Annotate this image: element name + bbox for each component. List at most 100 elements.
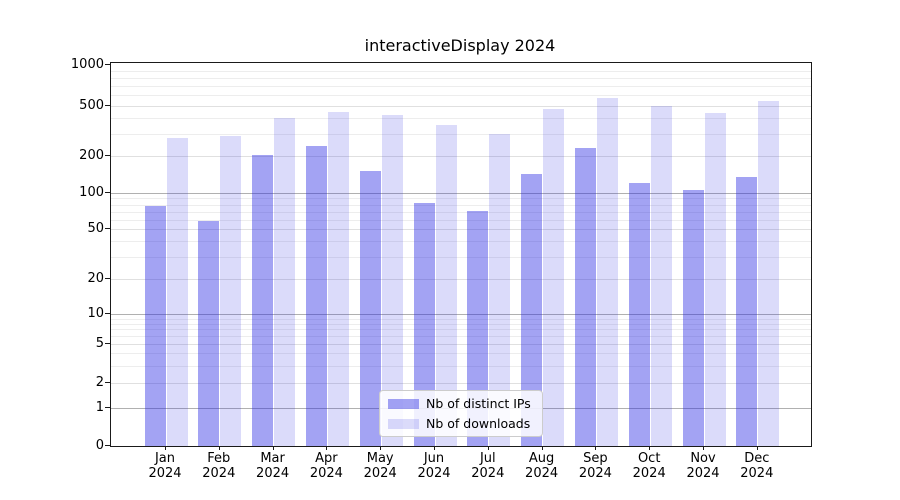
x-tick-label: Apr 2024 <box>309 451 343 481</box>
gridline-minor <box>111 241 811 243</box>
x-tick-label: Feb 2024 <box>202 451 236 481</box>
bar-distinct-ips-dec <box>736 176 758 446</box>
gridline <box>111 383 811 384</box>
gridline <box>111 344 811 345</box>
x-tick-label: May 2024 <box>363 451 397 481</box>
y-tick-mark <box>105 407 110 408</box>
y-tick-label: 20 <box>87 271 104 286</box>
x-tick-mark <box>595 446 597 450</box>
bar-downloads-mar <box>274 117 296 446</box>
gridline-minor <box>111 219 811 221</box>
y-tick-label: 2 <box>95 375 104 390</box>
gridline-minor <box>111 95 811 97</box>
x-tick-label: Nov 2024 <box>686 451 720 481</box>
gridline-minor <box>111 365 811 367</box>
bar-downloads-dec <box>758 101 780 446</box>
y-tick-mark <box>105 313 110 314</box>
x-tick-mark <box>487 446 489 450</box>
y-tick-label: 50 <box>87 221 104 236</box>
y-tick-mark <box>105 445 110 446</box>
x-tick-mark <box>380 446 382 450</box>
gridline-minor <box>111 78 811 80</box>
x-tick-mark <box>218 446 220 450</box>
y-tick-label: 200 <box>79 148 104 163</box>
bar-distinct-ips-oct <box>628 182 650 446</box>
gridline-minor <box>111 329 811 331</box>
gridline-minor <box>111 86 811 88</box>
gridline-minor <box>111 353 811 355</box>
bar-distinct-ips-sep <box>574 147 596 446</box>
y-tick-label: 100 <box>79 185 104 200</box>
legend: Nb of distinct IPs Nb of downloads <box>379 390 543 437</box>
bar-downloads-sep <box>596 97 618 446</box>
y-tick-mark <box>105 155 110 156</box>
y-tick-label: 0 <box>95 438 104 453</box>
gridline-minor <box>111 133 811 135</box>
gridline-minor <box>111 256 811 258</box>
bar-distinct-ips-aug <box>521 174 543 446</box>
bar-downloads-may <box>381 115 403 446</box>
y-tick-mark <box>105 278 110 279</box>
y-tick-mark <box>105 105 110 106</box>
legend-swatch-downloads <box>388 418 419 429</box>
legend-label-downloads: Nb of downloads <box>426 416 531 431</box>
x-tick-label: Jun 2024 <box>417 451 451 481</box>
x-tick-mark <box>326 446 328 450</box>
gridline-minor <box>111 318 811 320</box>
bar-distinct-ips-jan <box>144 205 166 446</box>
bar-distinct-ips-feb <box>198 221 220 446</box>
y-tick-mark <box>105 64 110 65</box>
bar-downloads-nov <box>704 112 726 446</box>
bar-downloads-feb <box>220 135 242 446</box>
legend-item-distinct-ips: Nb of distinct IPs <box>388 397 534 410</box>
y-tick-label: 1000 <box>70 57 104 72</box>
gridline-major <box>111 314 811 315</box>
gridline-minor <box>111 336 811 338</box>
gridline-minor <box>111 211 811 213</box>
gridline-major <box>111 193 811 194</box>
gridline-minor <box>111 71 811 73</box>
bar-downloads-jan <box>166 137 188 446</box>
x-tick-label: Oct 2024 <box>632 451 666 481</box>
y-tick-label: 5 <box>95 336 104 351</box>
x-tick-mark <box>272 446 274 450</box>
x-tick-mark <box>165 446 166 450</box>
gridline <box>111 156 811 157</box>
bar-distinct-ips-nov <box>682 189 704 446</box>
y-tick-mark <box>105 228 110 229</box>
y-tick-mark <box>105 343 110 344</box>
gridline <box>111 279 811 280</box>
x-tick-label: Mar 2024 <box>256 451 290 481</box>
bar-distinct-ips-jun <box>413 202 435 446</box>
gridline-minor <box>111 118 811 120</box>
bar-distinct-ips-mar <box>252 155 274 446</box>
gridline <box>111 106 811 107</box>
gridline <box>111 229 811 230</box>
x-tick-label: Jul 2024 <box>471 451 505 481</box>
y-tick-label: 1 <box>95 400 104 415</box>
y-tick-label: 500 <box>79 98 104 113</box>
legend-swatch-distinct-ips <box>388 398 419 409</box>
gridline-minor <box>111 204 811 206</box>
x-tick-mark <box>703 446 704 450</box>
x-tick-mark <box>434 446 435 450</box>
x-tick-mark <box>649 446 651 450</box>
y-tick-mark <box>105 192 110 193</box>
x-tick-mark <box>756 446 758 450</box>
y-tick-mark <box>105 382 110 383</box>
x-tick-label: Aug 2024 <box>525 451 559 481</box>
bar-distinct-ips-jul <box>467 210 489 446</box>
legend-item-downloads: Nb of downloads <box>388 417 534 430</box>
gridline-minor <box>111 323 811 325</box>
chart-title: interactiveDisplay 2024 <box>364 36 556 55</box>
bar-downloads-jul <box>489 133 511 446</box>
x-tick-label: Dec 2024 <box>740 451 774 481</box>
bar-distinct-ips-may <box>359 171 381 446</box>
x-tick-label: Sep 2024 <box>578 451 612 481</box>
gridline-minor <box>111 198 811 200</box>
legend-label-distinct-ips: Nb of distinct IPs <box>426 396 531 411</box>
x-tick-label: Jan 2024 <box>148 451 182 481</box>
bar-downloads-aug <box>543 109 565 446</box>
x-tick-mark <box>541 446 543 450</box>
